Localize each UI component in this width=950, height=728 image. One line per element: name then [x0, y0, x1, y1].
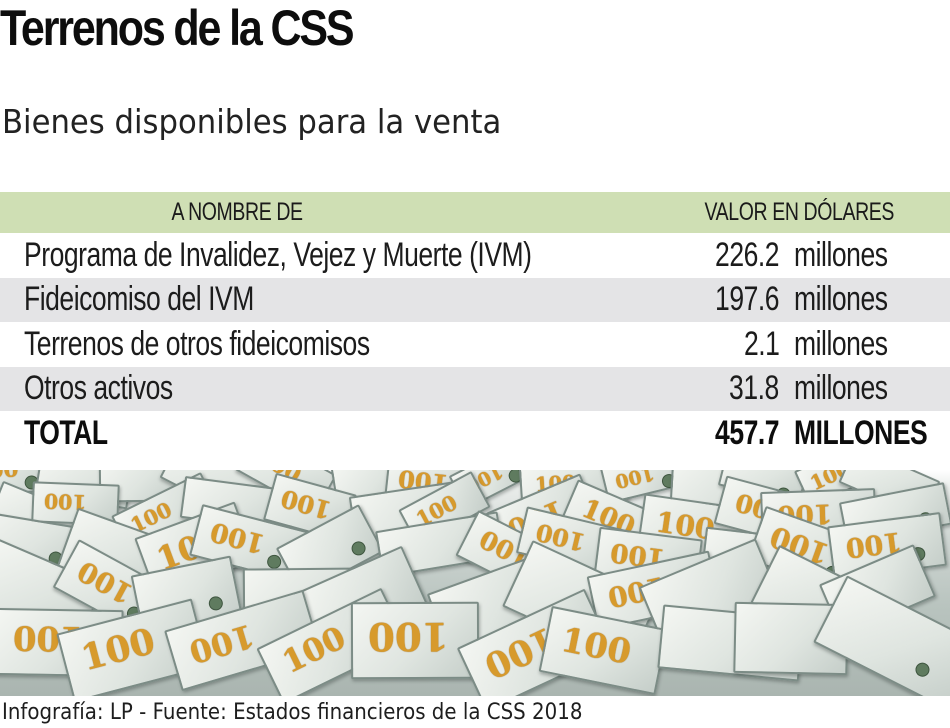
table-total-row: TOTAL 457.7 MILLONES — [0, 411, 950, 456]
row-value: 226.2 — [714, 235, 780, 274]
column-header-name: A NOMBRE DE — [0, 192, 475, 233]
total-value: 457.7 — [714, 413, 780, 452]
row-value: 31.8 — [729, 369, 779, 408]
assets-table: A NOMBRE DE VALOR EN DÓLARES Programa de… — [0, 192, 950, 456]
source-credit: Infografía: LP - Fuente: Estados financi… — [2, 700, 583, 725]
row-unit: millones — [794, 369, 888, 408]
infographic-title: Terrenos de la CSS — [0, 0, 355, 56]
row-value: 2.1 — [743, 324, 780, 363]
table-header-row: A NOMBRE DE VALOR EN DÓLARES — [0, 192, 950, 233]
row-unit: millones — [794, 324, 888, 363]
row-unit: millones — [794, 280, 888, 319]
row-name: Programa de Invalidez, Vejez y Muerte (I… — [24, 235, 532, 274]
infographic-subtitle: Bienes disponibles para la venta — [2, 102, 502, 141]
row-name: Otros activos — [24, 369, 173, 408]
column-header-value-label: VALOR EN DÓLARES — [704, 198, 894, 226]
row-unit: millones — [794, 235, 888, 274]
row-value: 197.6 — [714, 280, 780, 319]
column-header-name-label: A NOMBRE DE — [171, 198, 304, 226]
row-name: Fideicomiso del IVM — [24, 280, 254, 319]
total-label: TOTAL — [24, 413, 108, 452]
dollar-bill-icon: 100 — [350, 601, 480, 680]
money-pile-image: 100 100 100 100 100 100 100 100 100 100 100 100 100 1… — [0, 470, 950, 696]
table-row: Programa de Invalidez, Vejez y Muerte (I… — [0, 233, 950, 278]
total-unit: MILLONES — [794, 413, 928, 452]
table-row: Fideicomiso del IVM 197.6 millones — [0, 277, 950, 322]
column-header-value: VALOR EN DÓLARES — [651, 192, 894, 233]
table-row: Otros activos 31.8 millones — [0, 366, 950, 411]
row-name: Terrenos de otros fideicomisos — [24, 324, 370, 363]
table-row: Terrenos de otros fideicomisos 2.1 millo… — [0, 322, 950, 367]
